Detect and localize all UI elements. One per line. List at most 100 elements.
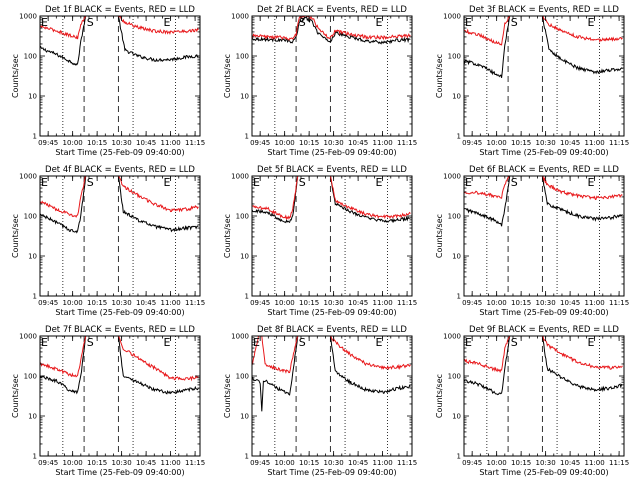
y-tick-label: 100 <box>236 213 249 221</box>
y-tick-label: 1000 <box>231 13 249 21</box>
phase-marker-label: E <box>375 336 382 349</box>
x-axis-label: Start Time (25-Feb-09 09:40:00) <box>479 148 608 157</box>
x-tick-label: 11:15 <box>397 299 417 307</box>
x-tick-label: 11:00 <box>585 459 605 467</box>
y-axis-label: Counts/sec <box>11 214 20 258</box>
x-tick-label: 10:30 <box>536 459 556 467</box>
x-axis-label: Start Time (25-Feb-09 09:40:00) <box>267 468 396 477</box>
y-tick-label: 1 <box>33 133 37 141</box>
x-tick-label: 10:15 <box>299 459 319 467</box>
y-tick-label: 10 <box>240 253 249 261</box>
events-series-line <box>464 176 623 227</box>
y-tick-label: 100 <box>24 213 37 221</box>
x-tick-label: 10:45 <box>560 299 580 307</box>
phase-marker-label: E <box>587 176 594 189</box>
y-tick-label: 1000 <box>19 13 37 21</box>
x-tick-label: 10:00 <box>275 459 295 467</box>
phase-marker-label: S <box>511 176 518 189</box>
y-tick-label: 1 <box>33 453 37 461</box>
x-tick-label: 10:30 <box>112 299 132 307</box>
phase-marker-label: E <box>587 16 594 29</box>
x-tick-label: 11:00 <box>373 459 393 467</box>
plot-frame <box>39 15 201 137</box>
y-tick-label: 1 <box>245 133 249 141</box>
y-tick-label: 10 <box>452 253 461 261</box>
y-tick-label: 1000 <box>19 173 37 181</box>
x-tick-label: 10:30 <box>324 139 344 147</box>
y-tick-label: 100 <box>448 53 461 61</box>
x-tick-label: 11:00 <box>373 139 393 147</box>
x-tick-label: 11:00 <box>161 139 181 147</box>
x-tick-label: 11:00 <box>585 299 605 307</box>
y-tick-label: 100 <box>24 373 37 381</box>
detector-panel: Det 3f BLACK = Events, RED = LLD 1 10 100 10… <box>435 5 629 157</box>
phase-marker-label: E <box>375 16 382 29</box>
x-tick-label: 10:00 <box>487 299 507 307</box>
x-axis-label: Start Time (25-Feb-09 09:40:00) <box>479 468 608 477</box>
phase-marker-label: E <box>41 176 48 189</box>
x-tick-label: 11:00 <box>373 299 393 307</box>
detector-panel: Det 8f BLACK = Events, RED = LLD 1 10 100 10… <box>223 325 417 477</box>
x-axis-label: Start Time (25-Feb-09 09:40:00) <box>55 468 184 477</box>
plot-frame <box>251 175 413 297</box>
y-tick-label: 10 <box>240 413 249 421</box>
x-axis-label: Start Time (25-Feb-09 09:40:00) <box>479 308 608 317</box>
phase-marker-label: E <box>253 176 260 189</box>
x-tick-label: 09:45 <box>250 299 270 307</box>
phase-marker-label: E <box>163 16 170 29</box>
panel-title: Det 2f BLACK = Events, RED = LLD <box>257 5 407 15</box>
phase-marker-label: S <box>299 336 306 349</box>
x-axis-label: Start Time (25-Feb-09 09:40:00) <box>55 308 184 317</box>
y-axis-label: Counts/sec <box>11 374 20 418</box>
x-tick-label: 10:00 <box>275 299 295 307</box>
events-series-line <box>252 336 411 412</box>
y-axis-label: Counts/sec <box>435 214 444 258</box>
phase-marker-label: S <box>87 336 94 349</box>
x-axis-label: Start Time (25-Feb-09 09:40:00) <box>267 308 396 317</box>
events-series-line <box>40 336 199 395</box>
panel-title: Det 5f BLACK = Events, RED = LLD <box>257 165 407 175</box>
x-tick-label: 11:15 <box>397 139 417 147</box>
panel-title: Det 7f BLACK = Events, RED = LLD <box>45 325 195 335</box>
y-tick-label: 100 <box>448 373 461 381</box>
plot-frame <box>463 175 625 297</box>
lld-series-line <box>40 336 199 382</box>
plot-frame <box>39 335 201 457</box>
panel-title: Det 9f BLACK = Events, RED = LLD <box>469 325 619 335</box>
x-tick-label: 09:45 <box>250 459 270 467</box>
events-series-line <box>464 16 623 78</box>
y-axis-label: Counts/sec <box>223 214 232 258</box>
detector-panel: Det 9f BLACK = Events, RED = LLD 1 10 100 10… <box>435 325 629 477</box>
phase-marker-label: E <box>587 336 594 349</box>
x-tick-label: 10:15 <box>299 139 319 147</box>
detector-panel: Det 7f BLACK = Events, RED = LLD 1 10 100 10… <box>11 325 205 477</box>
phase-marker-label: S <box>299 16 306 29</box>
y-tick-label: 1 <box>33 293 37 301</box>
y-tick-label: 1000 <box>443 173 461 181</box>
phase-marker-label: E <box>163 176 170 189</box>
y-tick-label: 10 <box>452 93 461 101</box>
y-tick-label: 1000 <box>231 173 249 181</box>
panel-title: Det 8f BLACK = Events, RED = LLD <box>257 325 407 335</box>
x-tick-label: 11:00 <box>585 139 605 147</box>
y-axis-label: Counts/sec <box>435 54 444 98</box>
x-tick-label: 10:30 <box>324 299 344 307</box>
x-tick-label: 10:00 <box>487 459 507 467</box>
x-tick-label: 10:30 <box>536 139 556 147</box>
x-tick-label: 10:45 <box>348 139 368 147</box>
x-tick-label: 10:45 <box>348 299 368 307</box>
plot-frame <box>463 15 625 137</box>
x-tick-label: 11:15 <box>609 139 629 147</box>
plot-frame <box>39 175 201 297</box>
x-tick-label: 11:15 <box>397 459 417 467</box>
x-tick-label: 10:00 <box>487 139 507 147</box>
phase-marker-label: E <box>41 16 48 29</box>
y-tick-label: 1 <box>457 293 461 301</box>
x-axis-label: Start Time (25-Feb-09 09:40:00) <box>55 148 184 157</box>
y-tick-label: 1 <box>245 293 249 301</box>
events-series-line <box>464 336 623 396</box>
x-tick-label: 11:15 <box>185 459 205 467</box>
detector-panel: Det 5f BLACK = Events, RED = LLD 1 10 100 10… <box>223 165 417 317</box>
phase-marker-label: S <box>511 16 518 29</box>
y-tick-label: 10 <box>452 413 461 421</box>
